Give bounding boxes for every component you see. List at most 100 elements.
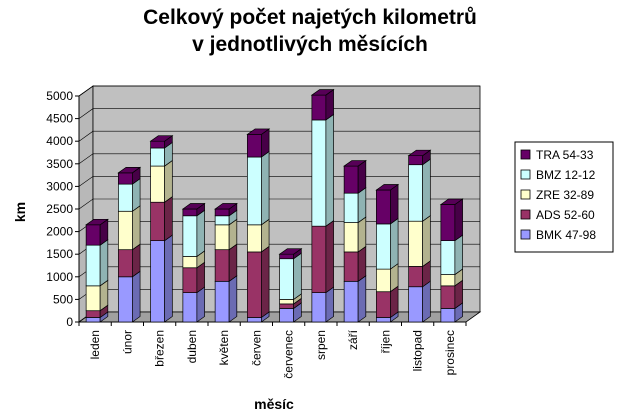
gridline <box>78 108 480 119</box>
gridline <box>78 130 480 142</box>
bar-segment <box>247 245 270 319</box>
bar-front <box>247 224 262 253</box>
bar-front <box>279 308 294 323</box>
bar-top <box>439 198 464 205</box>
bar-front <box>279 253 294 260</box>
bar-top <box>278 248 303 255</box>
bar-front <box>118 172 133 185</box>
bar-segment <box>149 135 174 149</box>
x-tick-label: září <box>346 329 360 350</box>
bar-front <box>376 189 391 225</box>
y-tick-label: 2000 <box>46 225 73 239</box>
bar-front <box>214 224 230 251</box>
y-tick-label: 3000 <box>46 179 73 193</box>
bar-front <box>408 164 423 222</box>
bar-front <box>440 204 456 241</box>
x-axis-label: měsíc <box>254 396 294 412</box>
bar-front <box>85 310 101 318</box>
x-tick-label: srpen <box>314 330 328 360</box>
bar-front <box>118 276 133 323</box>
bar-segment <box>440 234 463 276</box>
bar-side <box>422 158 431 222</box>
bar-front <box>150 140 165 149</box>
legend-entry: BMZ 12-12 <box>536 168 596 182</box>
bar-front <box>440 285 456 309</box>
bar-front <box>150 165 165 203</box>
legend-entry: BMK 47-98 <box>536 228 596 242</box>
bar-segment <box>150 196 173 242</box>
bar-segment <box>85 279 109 312</box>
y-tick-label: 1500 <box>46 247 73 261</box>
bars <box>85 88 464 323</box>
bar-segment <box>214 275 238 323</box>
bar-side <box>390 183 399 225</box>
bar-front <box>150 240 165 323</box>
bar-front <box>247 134 262 158</box>
bar-front <box>182 267 198 293</box>
y-tick-label: 1000 <box>46 270 73 284</box>
bar-front <box>408 220 423 267</box>
bar-top <box>85 218 109 226</box>
bar-side <box>196 209 205 258</box>
bar-segment <box>279 302 302 323</box>
bar-side <box>325 113 334 227</box>
bar-side <box>132 205 141 251</box>
bar-side <box>164 196 173 242</box>
bar-segment <box>311 113 334 227</box>
x-tick-label: listopad <box>411 330 425 371</box>
bar-segment <box>440 279 463 310</box>
bar-segment <box>118 270 141 323</box>
legend: TRA 54-33 BMZ 12-12 ZRE 32-89 ADS 52-60 BMK … <box>514 141 614 253</box>
bar-side <box>164 159 173 203</box>
y-tick-label: 5000 <box>46 89 73 103</box>
bar-side <box>293 252 302 301</box>
bar-side <box>390 217 399 270</box>
bar-front <box>311 292 327 323</box>
bar-front <box>182 292 198 323</box>
bar-front <box>182 208 198 217</box>
bar-front <box>214 208 230 217</box>
bar-front <box>311 225 327 293</box>
bar-segment <box>117 166 142 185</box>
y-tick-label: 2500 <box>46 202 73 216</box>
y-axis-ticks: 0 500 1000 1500 2000 2500 3000 3500 4000 4500 5000 <box>46 89 466 329</box>
bar-side <box>228 275 238 323</box>
bar-segment <box>118 205 141 251</box>
bar-segment <box>408 158 431 222</box>
bar-segment <box>376 262 399 293</box>
bar-front <box>343 251 359 282</box>
chart-title-line-1: Celkový počet najetých kilometrů <box>143 6 477 29</box>
bar-segment <box>311 219 334 294</box>
bar-side <box>99 238 109 287</box>
bar-side <box>357 275 367 323</box>
legend-box <box>514 141 614 253</box>
legend-entry: ADS 52-60 <box>536 208 595 222</box>
bar-segment <box>182 209 205 258</box>
bar-front <box>214 215 230 226</box>
bar-top <box>117 166 142 174</box>
bar-segment <box>150 159 173 203</box>
y-axis-label: km <box>12 202 28 222</box>
bar-top <box>310 89 335 96</box>
legend-swatch <box>520 209 531 220</box>
bar-front <box>150 201 165 241</box>
bar-segment <box>343 186 367 224</box>
bar-front <box>440 274 456 287</box>
bar-front <box>247 156 262 226</box>
legend-swatch <box>520 149 531 160</box>
bar-front <box>343 222 359 253</box>
bar-front <box>85 224 101 246</box>
bar-segment <box>214 202 238 217</box>
bar-segment <box>408 260 431 288</box>
bar-top <box>343 160 367 167</box>
bar-front <box>85 317 101 323</box>
bar-side <box>454 198 463 242</box>
legend-swatch <box>520 229 531 240</box>
bar-side <box>196 286 205 323</box>
bar-front <box>376 268 391 293</box>
bar-front <box>408 286 423 323</box>
bar-segment <box>408 215 431 268</box>
bar-segment <box>279 252 302 301</box>
bar-segment <box>247 150 270 226</box>
